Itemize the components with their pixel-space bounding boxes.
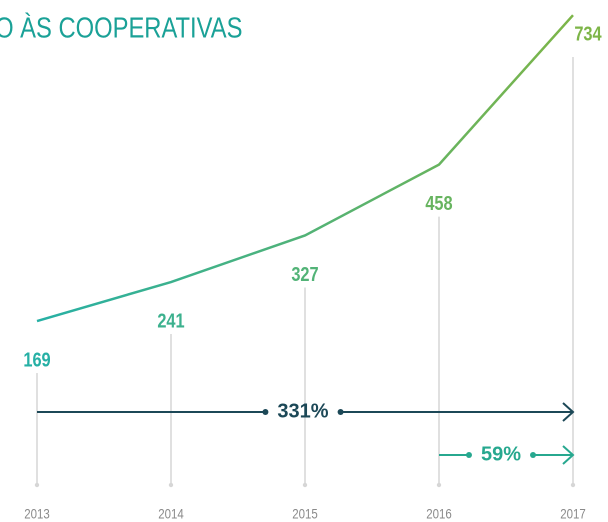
- value-label: 734: [574, 22, 602, 45]
- arrow-dot: [262, 409, 269, 415]
- line: [36, 14, 574, 323]
- x-tick-label: 2017: [560, 506, 586, 522]
- value-label: 169: [23, 348, 50, 371]
- x-tick-label: 2014: [158, 506, 184, 522]
- guide-dot: [168, 482, 174, 488]
- arrow-head: [562, 402, 575, 422]
- x-tick-label: 2016: [426, 506, 452, 522]
- guide-dot: [570, 482, 576, 488]
- arrow-head: [562, 445, 575, 465]
- value-label: 458: [425, 191, 452, 214]
- x-tick-label: 2013: [24, 506, 50, 522]
- x-tick-label: 2015: [292, 506, 318, 522]
- guide-dot: [436, 482, 442, 488]
- arrow-dot: [465, 452, 472, 458]
- value-label: 241: [157, 309, 184, 332]
- annotation: 59%: [481, 443, 521, 465]
- guide-dot: [34, 482, 40, 488]
- guide-dot: [302, 482, 308, 488]
- annotation: 331%: [277, 400, 328, 422]
- chart-title: O ÀS COOPERATIVAS: [0, 11, 242, 44]
- value-label: 327: [291, 262, 318, 285]
